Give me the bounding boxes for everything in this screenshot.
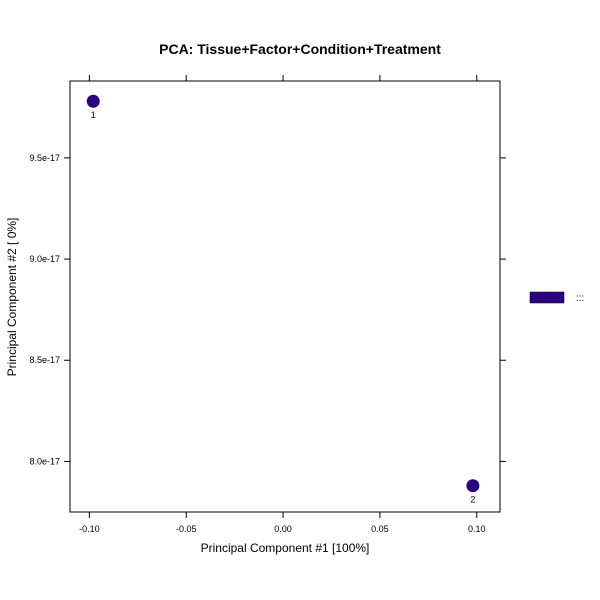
data-point-2 (466, 479, 480, 493)
x-tick-label: 0.05 (371, 524, 389, 534)
legend-label: ::: (576, 293, 584, 304)
plot-panel (69, 80, 501, 513)
chart-title: PCA: Tissue+Factor+Condition+Treatment (159, 41, 441, 57)
x-tick-label: -0.10 (79, 524, 100, 534)
y-tick-label: 9.5e-17 (29, 153, 60, 163)
x-tick-label: -0.05 (176, 524, 197, 534)
x-axis-label: Principal Component #1 [100%] (201, 541, 370, 555)
legend-swatch (529, 291, 565, 304)
y-axis-ticks: 8.0e-17 8.5e-17 9.0e-17 9.5e-17 (29, 153, 506, 466)
x-tick-label: 0.10 (468, 524, 486, 534)
y-tick-label: 8.0e-17 (29, 456, 60, 466)
point-label: 1 (91, 110, 96, 120)
legend: ::: (529, 291, 584, 304)
y-tick-label: 8.5e-17 (29, 355, 60, 365)
y-axis-label: Principal Component #2 [ 0%] (5, 218, 19, 377)
point-label: 2 (470, 495, 475, 505)
data-point-1 (86, 94, 100, 108)
data-points: 12 (86, 94, 480, 505)
x-axis-ticks: -0.10 -0.05 0.00 0.05 0.10 (79, 75, 486, 534)
x-tick-label: 0.00 (274, 524, 292, 534)
y-tick-label: 9.0e-17 (29, 254, 60, 264)
